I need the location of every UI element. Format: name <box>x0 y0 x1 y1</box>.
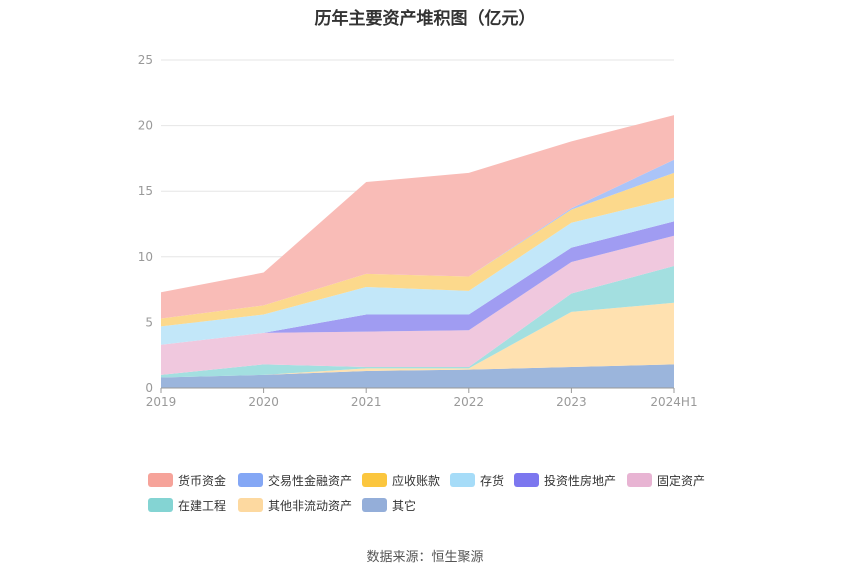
x-tick-label: 2024H1 <box>650 395 697 409</box>
legend-label: 货币资金 <box>178 473 227 488</box>
legend-label: 固定资产 <box>657 473 706 488</box>
legend-swatch <box>238 473 263 487</box>
legend-label: 投资性房地产 <box>544 473 617 488</box>
legend-label: 应收账款 <box>392 473 441 488</box>
y-tick-label: 25 <box>138 53 153 67</box>
legend-item[interactable]: 固定资产 <box>627 472 705 488</box>
legend-label: 在建工程 <box>178 498 227 513</box>
area-series-1 <box>161 302 674 378</box>
y-tick-label: 20 <box>138 119 153 133</box>
legend-swatch <box>238 498 263 512</box>
legend-swatch <box>627 473 652 487</box>
data-source-note: 数据来源：恒生聚源 <box>366 550 484 565</box>
y-tick-label: 10 <box>138 250 153 264</box>
x-tick-label: 2019 <box>146 395 177 409</box>
area-series-8 <box>161 115 674 319</box>
area-series-0 <box>161 364 674 388</box>
legend-item[interactable]: 其它 <box>362 497 416 513</box>
legend-item[interactable]: 其他非流动资产 <box>238 497 352 513</box>
y-tick-label: 5 <box>145 315 153 329</box>
legend-swatch <box>514 473 539 487</box>
axes: 0 5 10 15 20 25 2019 2020 2021 2022 2023 2024H1 <box>138 53 698 409</box>
area-series-4 <box>161 221 674 345</box>
area-series <box>161 115 674 388</box>
legend-label: 存货 <box>480 473 505 488</box>
legend-swatch <box>450 473 475 487</box>
legend-swatch <box>362 473 387 487</box>
x-tick-label: 2021 <box>351 395 382 409</box>
legend-item[interactable]: 应收账款 <box>362 472 440 488</box>
legend-item[interactable]: 投资性房地产 <box>514 472 616 488</box>
y-tick-label: 0 <box>145 381 153 395</box>
legend-label: 其它 <box>392 498 417 513</box>
chart-title: 历年主要资产堆积图（亿元） <box>314 9 536 29</box>
legend-swatch <box>362 498 387 512</box>
y-tick-label: 15 <box>138 184 153 198</box>
area-series-3 <box>161 235 674 375</box>
legend-item[interactable]: 存货 <box>450 472 504 488</box>
stacked-area-chart: 0 5 10 15 20 25 2019 2020 2021 2022 2023 2024H1 <box>138 53 698 409</box>
legend-label: 其他非流动资产 <box>268 498 353 513</box>
x-tick-label: 2020 <box>248 395 279 409</box>
x-tick-label: 2022 <box>454 395 485 409</box>
legend-item[interactable]: 交易性金融资产 <box>238 472 352 488</box>
legend-item[interactable]: 货币资金 <box>148 472 226 488</box>
legend-label: 交易性金融资产 <box>268 473 353 488</box>
area-series-5 <box>161 197 674 345</box>
legend-swatch <box>148 473 173 487</box>
legend-swatch <box>148 498 173 512</box>
legend-item[interactable]: 在建工程 <box>148 497 226 513</box>
x-tick-label: 2023 <box>556 395 587 409</box>
